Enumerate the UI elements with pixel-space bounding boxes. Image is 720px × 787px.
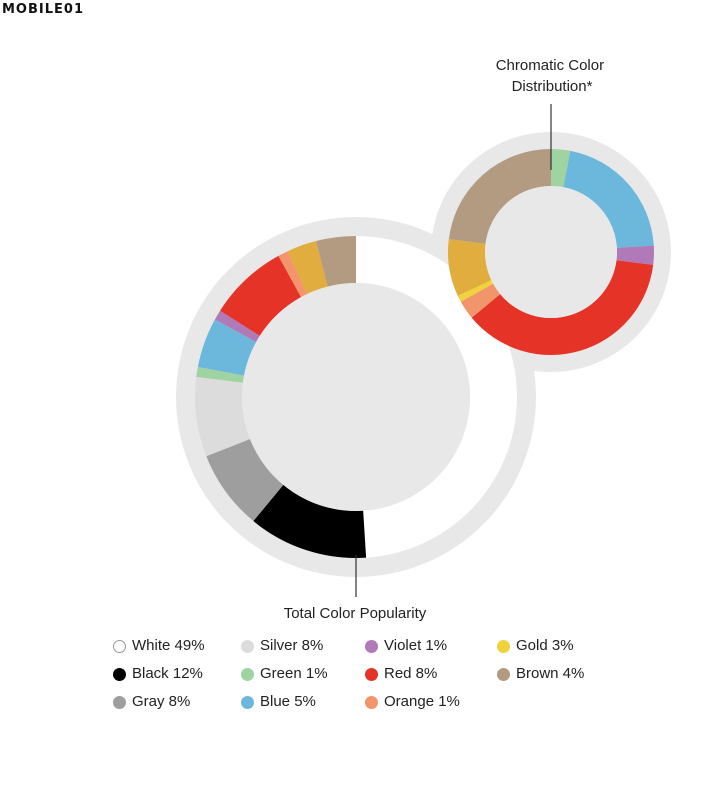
large-donut-slice-green xyxy=(196,366,245,383)
legend-item: White 49% xyxy=(113,636,241,656)
large-donut-slice-blue xyxy=(197,319,257,376)
small-donut-title-line1: Chromatic Color xyxy=(496,57,604,74)
legend-item: Violet 1% xyxy=(365,636,497,656)
legend-label: Silver 8% xyxy=(260,637,324,654)
large-donut-slice-black xyxy=(253,484,367,559)
legend-swatch xyxy=(365,667,378,681)
large-donut-hole xyxy=(242,283,470,511)
large-donut-slice-orange xyxy=(278,251,308,298)
legend-swatch xyxy=(241,639,254,653)
small-donut-hole xyxy=(485,186,617,318)
legend: White 49% Silver 8% Violet 1% Gold 3% Black … xyxy=(113,636,617,712)
legend-swatch xyxy=(365,695,378,709)
legend-item: Gray 8% xyxy=(113,692,241,712)
legend-label: Black 12% xyxy=(132,665,203,682)
legend-label: White 49% xyxy=(132,637,205,654)
legend-label: Brown 4% xyxy=(516,665,585,682)
small-donut-slice-brown xyxy=(448,149,551,244)
legend-label: Red 8% xyxy=(384,665,438,682)
legend-item: Brown 4% xyxy=(497,664,617,684)
watermark-logo: MOBILE01 xyxy=(2,2,84,17)
large-donut-slice-brown xyxy=(315,236,356,287)
legend-swatch xyxy=(497,667,510,681)
legend-label: Gold 3% xyxy=(516,637,574,654)
legend-label: Violet 1% xyxy=(384,637,448,654)
legend-item: Green 1% xyxy=(241,664,365,684)
large-donut-slice-gold xyxy=(287,241,328,294)
large-donut-title: Total Color Popularity xyxy=(284,605,427,622)
small-donut-slice-violet xyxy=(616,245,654,265)
small-donut-slice-red xyxy=(471,260,654,355)
legend-label: Gray 8% xyxy=(132,693,191,710)
legend-item: Silver 8% xyxy=(241,636,365,656)
legend-label: Blue 5% xyxy=(260,693,316,710)
legend-label: Green 1% xyxy=(260,665,328,682)
small-donut-slice-blue xyxy=(563,150,654,248)
small-donut-slices xyxy=(448,149,654,355)
legend-item: Blue 5% xyxy=(241,692,365,712)
small-donut-slice-orange xyxy=(460,283,501,318)
legend-item: Gold 3% xyxy=(497,636,617,656)
legend-item: Orange 1% xyxy=(365,692,497,712)
small-donut-title-line2: Distribution* xyxy=(512,78,593,95)
small-donut-title: Chromatic Color Distribution* xyxy=(496,57,609,95)
legend-swatch xyxy=(113,639,126,653)
legend-swatch xyxy=(365,639,378,653)
legend-swatch xyxy=(241,667,254,681)
small-donut-slice-gold xyxy=(448,239,492,296)
legend-item: Black 12% xyxy=(113,664,241,684)
large-donut-slice-violet xyxy=(214,310,260,343)
large-donut-slice-gray xyxy=(206,438,284,522)
legend-swatch xyxy=(497,639,510,653)
large-donut-slice-red xyxy=(220,255,302,336)
legend-swatch xyxy=(241,695,254,709)
large-donut-slice-silver xyxy=(195,376,251,457)
small-donut-slice-gold xyxy=(457,280,494,302)
small-donut-slice-green xyxy=(551,149,571,188)
legend-label: Orange 1% xyxy=(384,693,460,710)
legend-item: Red 8% xyxy=(365,664,497,684)
legend-swatch xyxy=(113,667,126,681)
legend-swatch xyxy=(113,695,126,709)
